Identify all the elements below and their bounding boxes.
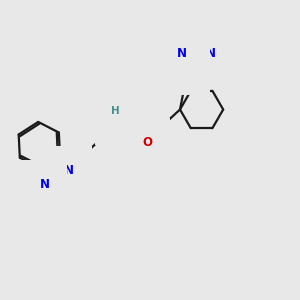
Text: O: O xyxy=(142,136,152,149)
Text: H: H xyxy=(110,106,119,116)
Text: N: N xyxy=(206,47,216,60)
Text: N: N xyxy=(64,164,74,177)
Text: N: N xyxy=(39,178,50,191)
Text: N: N xyxy=(113,114,123,127)
Text: N: N xyxy=(183,64,193,77)
Text: N: N xyxy=(177,47,187,60)
Text: N: N xyxy=(191,37,202,50)
